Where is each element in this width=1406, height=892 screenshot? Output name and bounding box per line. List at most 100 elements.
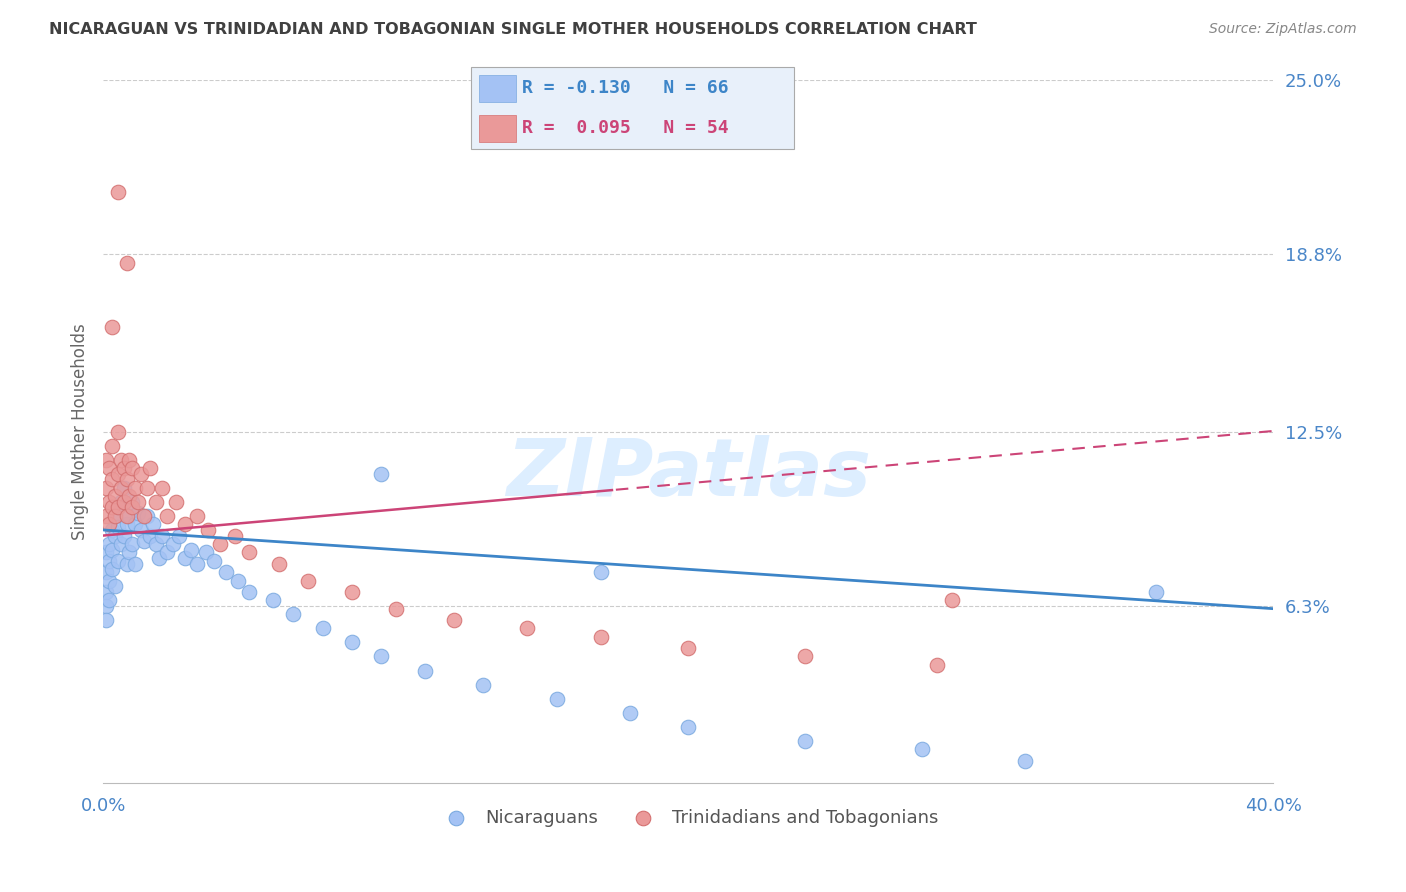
Point	[215, 565, 238, 579]
Point	[925, 657, 948, 672]
Point	[194, 545, 217, 559]
Point	[162, 537, 184, 551]
Point	[156, 508, 179, 523]
Point	[145, 537, 167, 551]
Point	[121, 461, 143, 475]
Text: R =  0.095   N = 54: R = 0.095 N = 54	[522, 120, 728, 137]
Point	[384, 601, 406, 615]
Point	[283, 607, 305, 622]
Point	[678, 720, 700, 734]
Legend: Nicaraguans, Trinidadians and Tobagonians: Nicaraguans, Trinidadians and Tobagonian…	[432, 801, 946, 834]
Point	[311, 621, 333, 635]
Point	[186, 557, 208, 571]
Point	[94, 565, 117, 579]
Point	[118, 489, 141, 503]
Point	[107, 186, 129, 200]
Point	[1144, 584, 1167, 599]
Point	[107, 500, 129, 515]
Point	[94, 584, 117, 599]
Point	[443, 613, 465, 627]
Point	[94, 545, 117, 559]
Text: ZIPatlas: ZIPatlas	[506, 434, 870, 513]
Point	[370, 649, 392, 664]
Point	[104, 508, 127, 523]
Point	[129, 467, 152, 481]
Point	[107, 500, 129, 515]
Point	[107, 554, 129, 568]
Point	[98, 554, 121, 568]
Y-axis label: Single Mother Households: Single Mother Households	[72, 323, 89, 540]
Point	[124, 517, 146, 532]
Point	[112, 461, 135, 475]
Point	[104, 508, 127, 523]
Point	[678, 641, 700, 656]
Point	[115, 472, 138, 486]
Point	[794, 734, 817, 748]
Point	[104, 489, 127, 503]
Point	[107, 520, 129, 534]
Point	[794, 649, 817, 664]
Point	[94, 481, 117, 495]
Point	[546, 691, 568, 706]
Point	[94, 599, 117, 613]
Text: Source: ZipAtlas.com: Source: ZipAtlas.com	[1209, 22, 1357, 37]
Point	[139, 528, 162, 542]
Point	[94, 613, 117, 627]
Point	[107, 425, 129, 439]
Point	[202, 554, 225, 568]
Point	[340, 584, 363, 599]
Point	[101, 562, 124, 576]
Point	[94, 452, 117, 467]
Point	[142, 517, 165, 532]
Point	[121, 495, 143, 509]
Point	[180, 542, 202, 557]
Point	[107, 467, 129, 481]
Point	[148, 551, 170, 566]
Point	[101, 500, 124, 515]
Point	[104, 528, 127, 542]
Point	[262, 593, 284, 607]
Point	[472, 678, 495, 692]
Point	[98, 574, 121, 588]
Point	[167, 528, 190, 542]
Point	[589, 565, 612, 579]
Point	[150, 528, 173, 542]
Point	[98, 593, 121, 607]
Point	[118, 452, 141, 467]
Point	[226, 574, 249, 588]
Text: NICARAGUAN VS TRINIDADIAN AND TOBAGONIAN SINGLE MOTHER HOUSEHOLDS CORRELATION CH: NICARAGUAN VS TRINIDADIAN AND TOBAGONIAN…	[49, 22, 977, 37]
Point	[101, 523, 124, 537]
Point	[132, 534, 155, 549]
Point	[118, 545, 141, 559]
Point	[267, 557, 290, 571]
Point	[238, 545, 260, 559]
Point	[112, 495, 135, 509]
Point	[145, 495, 167, 509]
Point	[115, 508, 138, 523]
Point	[911, 742, 934, 756]
Point	[118, 508, 141, 523]
Point	[112, 528, 135, 542]
Point	[110, 537, 132, 551]
Point	[94, 508, 117, 523]
Point	[1014, 754, 1036, 768]
Point	[127, 506, 149, 520]
Point	[165, 495, 187, 509]
Point	[127, 495, 149, 509]
Point	[98, 537, 121, 551]
Point	[589, 630, 612, 644]
Point	[132, 508, 155, 523]
Point	[413, 664, 436, 678]
Point	[370, 467, 392, 481]
Point	[124, 557, 146, 571]
Point	[115, 557, 138, 571]
Point	[136, 508, 159, 523]
Point	[101, 472, 124, 486]
Point	[110, 452, 132, 467]
Point	[115, 517, 138, 532]
Point	[104, 579, 127, 593]
Point	[340, 635, 363, 649]
Point	[121, 500, 143, 515]
Point	[297, 574, 319, 588]
Point	[101, 439, 124, 453]
